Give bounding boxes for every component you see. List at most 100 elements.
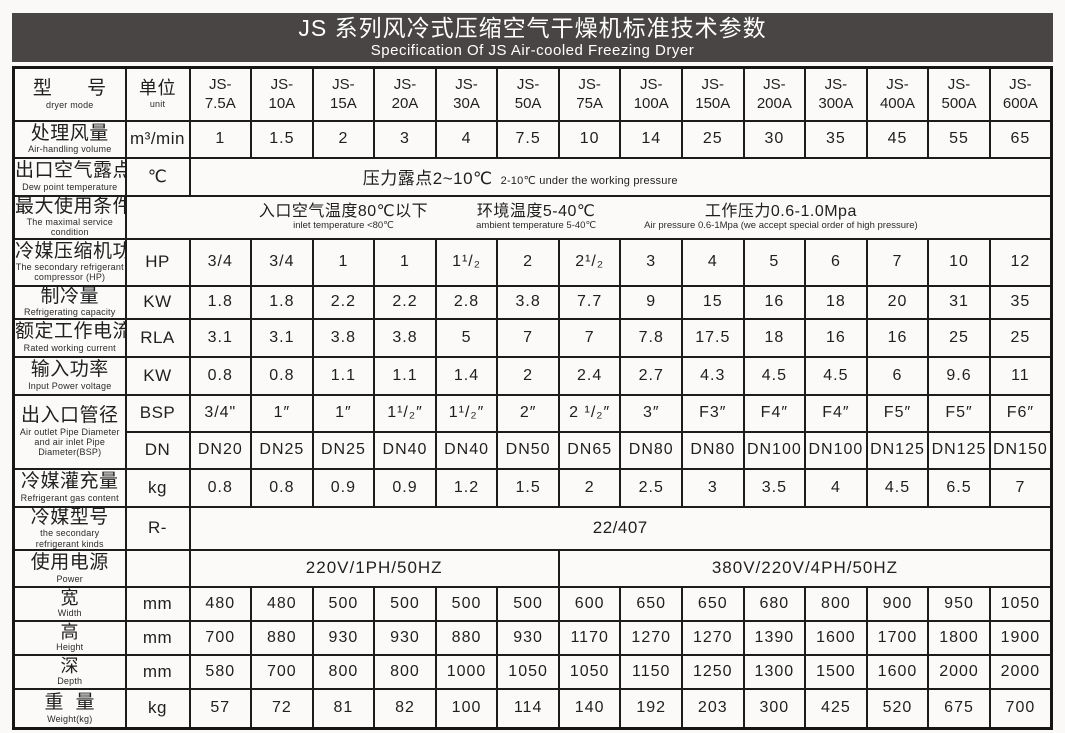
value-text: F4″ (760, 404, 789, 422)
value-text: 20 (887, 293, 908, 311)
unit-cell: KW (124, 355, 191, 396)
value-text: 35 (826, 130, 846, 147)
model-line2: 300A (818, 95, 854, 113)
row-label-en: Dew point temperature (22, 181, 118, 192)
value-cell: 14 (619, 119, 683, 159)
value-cell: 1.2 (434, 467, 499, 508)
row-label-power-supply: 使用电源 Power (12, 548, 127, 588)
header-row: 型 号 dryer mode 单位 unit JS- 7.5A JS- 10A JS- 15A JS… (12, 66, 1053, 122)
model-line1: JS- (824, 75, 848, 93)
value-text: F5″ (883, 404, 912, 422)
value-text: 650 (697, 594, 728, 612)
value-cell: 1.5 (496, 467, 560, 508)
value-cell: 25 (681, 119, 745, 159)
row-label-zh: 重 量 (44, 691, 96, 713)
value-cell: 4.5 (804, 355, 868, 396)
value-text: 2.2 (330, 293, 357, 311)
value-cell: 2000 (927, 653, 991, 690)
value-cell: 0.8 (250, 467, 314, 508)
condition-groups: 入口空气温度80℃以下 inlet temperature <80℃ 环境温度5-4… (128, 202, 1050, 232)
row-label-zh: 制冷量 (40, 285, 99, 307)
page-title-en: Specification Of JS Air-cooled Freezing … (370, 41, 695, 59)
model-line1: JS- (516, 75, 540, 93)
table-row-pipe-diameter-BSP: 出入口管径 Air outlet Pipe Diameter and air in… (12, 393, 1053, 470)
value-cell: 675 (927, 687, 991, 730)
value-cell: 7.5 (496, 119, 560, 159)
power-supply-cell: 380V/220V/4PH/50HZ (557, 548, 1053, 588)
value-cell: 4 (804, 467, 868, 508)
value-text: DN80 (690, 441, 736, 459)
unit-cell: m³/min (124, 119, 191, 159)
value-text: 25 (702, 130, 723, 147)
value-cell: 0.8 (188, 467, 253, 508)
value-cell: 2.4 (557, 355, 622, 396)
unit-cell: kg (124, 687, 191, 730)
value-cell: 17.5 (681, 317, 745, 358)
value-cell: 12 (988, 237, 1053, 287)
value-text: 9 (646, 293, 657, 311)
value-text: 17.5 (695, 328, 731, 346)
value-text: 16 (826, 328, 846, 346)
value-text: 0.9 (330, 478, 357, 496)
value-text: DN25 (259, 441, 305, 459)
table-row-max-service: 最大使用条件 The maximal service condition 入口空气温… (12, 194, 1053, 240)
value-cell: 1900 (988, 619, 1053, 656)
value-text: 1800 (939, 628, 979, 646)
value-cell: 0.9 (373, 467, 437, 508)
value-cell: F3″ (681, 393, 745, 433)
value-text: 16 (887, 328, 908, 346)
value-text: F6″ (1006, 404, 1035, 422)
unit-text: mm (142, 593, 173, 613)
value-cell: 10 (557, 119, 622, 159)
model-header-JS-15A: JS- 15A (311, 66, 376, 122)
row-label-en: The maximal service condition (26, 217, 113, 238)
value-text: 700 (205, 628, 236, 646)
value-cell: 35 (988, 284, 1053, 320)
value-text: 1 (338, 253, 349, 271)
model-header-JS-20A: JS- 20A (373, 66, 437, 122)
value-text: 3/4 (269, 253, 295, 271)
merged-big-text: 压力露点2~10℃ (362, 169, 493, 188)
unit-cell: mm (124, 653, 191, 690)
value-text: 2¹/₂ (575, 253, 605, 271)
value-text: 25 (949, 328, 969, 346)
value-cell: 4.5 (742, 355, 807, 396)
value-cell: 1 (311, 237, 376, 287)
value-text: 680 (759, 594, 790, 612)
value-cell: 35 (804, 119, 868, 159)
condition-zh: 环境温度5-40℃ (476, 202, 596, 220)
value-text: 2.8 (453, 293, 480, 311)
merged-big-text: 22/407 (592, 518, 648, 538)
service-condition-cell: 入口空气温度80℃以下 inlet temperature <80℃ 环境温度5-4… (124, 194, 1053, 240)
value-text: 880 (266, 628, 297, 646)
value-text: 1.5 (515, 478, 541, 496)
value-cell: 480 (188, 585, 253, 622)
value-text: 5 (461, 328, 472, 346)
value-text: 3/4 (207, 253, 233, 271)
value-text: 14 (641, 130, 662, 147)
value-text: 800 (821, 594, 851, 612)
value-cell: DN80 (619, 430, 683, 470)
value-cell: 2.2 (373, 284, 437, 320)
model-header-JS-600A: JS- 600A (988, 66, 1053, 122)
value-text: 2.4 (577, 366, 603, 384)
model-header-JS-7.5A: JS- 7.5A (188, 66, 253, 122)
value-cell: 1170 (557, 619, 622, 656)
condition-zh: 工作压力0.6-1.0Mpa (704, 202, 857, 220)
value-cell: DN100 (742, 430, 807, 470)
value-text: 3.8 (330, 328, 357, 346)
value-cell: 3/4" (188, 393, 253, 433)
value-text: 480 (266, 594, 297, 612)
value-cell: 480 (250, 585, 314, 622)
value-text: 3/4" (204, 404, 237, 422)
value-text: 300 (759, 699, 790, 717)
value-cell: 2 (496, 355, 560, 396)
row-label-en: Input Power voltage (28, 380, 112, 391)
value-text: 1¹/₂″ (448, 404, 485, 422)
value-cell: 930 (311, 619, 376, 656)
value-text: 880 (451, 628, 482, 646)
model-header-JS-50A: JS- 50A (496, 66, 560, 122)
value-text: 140 (574, 699, 605, 717)
model-line1: JS- (270, 75, 294, 93)
value-cell: 2000 (988, 653, 1053, 690)
